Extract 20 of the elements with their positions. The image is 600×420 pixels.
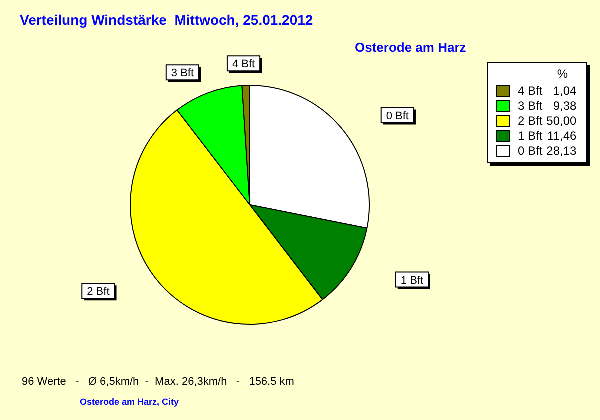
- slice-label: 4 Bft: [232, 58, 256, 71]
- chart-subtitle: Osterode am Harz: [355, 40, 466, 55]
- chart-title: Verteilung Windstärke Mittwoch, 25.01.2012: [20, 12, 314, 28]
- data-label: 50,00: [546, 114, 577, 128]
- data-label: 11,46: [546, 128, 577, 142]
- slice-label: 3 Bft: [171, 68, 194, 80]
- slice-label: 2 Bft: [87, 286, 110, 298]
- legend-label: 1 Bft: [518, 128, 543, 142]
- legend-label: 4 Bft: [518, 84, 543, 98]
- legend-label: 3 Bft: [518, 98, 543, 112]
- data-label: 9,38: [552, 98, 577, 112]
- data-label: 28,13: [546, 144, 577, 158]
- data-label: 1,04: [552, 84, 577, 98]
- slice-label: 0 Bft: [386, 110, 409, 122]
- text: 96 Werte - Ø 6,5km/h - Max. 26,3km/h - 156.5 km: [22, 376, 294, 388]
- legend-label: 0 Bft: [518, 144, 543, 158]
- category-label: 1 Bft: [400, 274, 424, 287]
- legend-title: %: [556, 67, 569, 81]
- legend-label: 2 Bft: [518, 114, 543, 128]
- text: Osterode am Harz, City: [80, 397, 180, 407]
